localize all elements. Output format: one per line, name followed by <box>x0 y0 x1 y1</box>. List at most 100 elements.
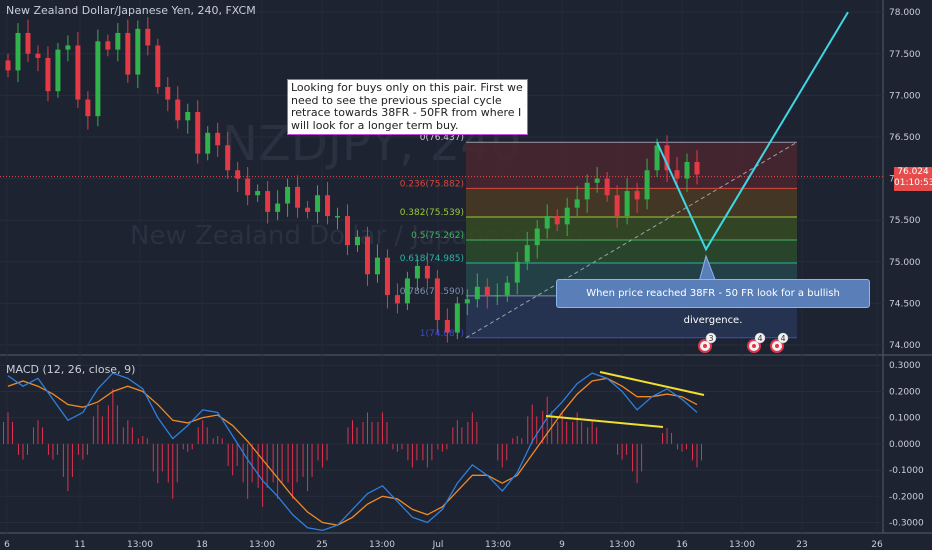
time-tick-label: 23 <box>796 540 807 550</box>
macd-tick-label: 0.3000 <box>889 361 921 371</box>
candle-body <box>165 87 171 100</box>
candle-body <box>255 191 261 196</box>
candle-body <box>374 257 380 275</box>
candle-body <box>65 45 71 50</box>
candle-body <box>305 207 311 212</box>
event-marker-dot <box>752 344 756 348</box>
candle-body <box>85 99 91 117</box>
fib-level-label: 1(74.087) <box>420 329 464 339</box>
candle-body <box>434 278 440 321</box>
time-tick-label: 18 <box>196 540 208 550</box>
macd-tick-label: -0.1000 <box>889 466 924 476</box>
candle-body <box>504 282 510 296</box>
time-tick-label: 13:00 <box>369 540 395 550</box>
fib-level-label: 0.618(74.985) <box>400 254 464 264</box>
time-tick-label: 11 <box>74 540 85 550</box>
candle-body <box>195 112 201 154</box>
candle-body <box>364 236 370 275</box>
candle-body <box>35 53 41 58</box>
candle-body <box>145 28 151 46</box>
candle-body <box>245 178 251 196</box>
candle-body <box>175 99 181 121</box>
candle-body <box>664 145 670 171</box>
event-marker-badge <box>777 332 789 344</box>
candle-body <box>554 216 560 225</box>
price-tick-label: 77.000 <box>889 91 921 101</box>
candle-body <box>544 216 550 229</box>
time-tick-label: 13:00 <box>249 540 275 550</box>
macd-tick-label: 0.0000 <box>889 440 921 450</box>
candle-body <box>225 145 231 171</box>
bearish-divergence-line <box>599 371 705 396</box>
candle-body <box>564 207 570 225</box>
candle-body <box>524 245 530 262</box>
candle-body <box>394 295 400 304</box>
candle-body <box>215 132 221 146</box>
candle-body <box>55 49 61 92</box>
time-tick-label: 6 <box>4 540 10 550</box>
event-marker-count: 3 <box>708 334 713 343</box>
projection-path <box>656 11 849 252</box>
candle-body <box>594 178 600 183</box>
time-tick-label: 16 <box>676 540 688 550</box>
time-tick-label: 13:00 <box>485 540 511 550</box>
candle-body <box>604 178 610 196</box>
time-tick-label: 13:00 <box>127 540 153 550</box>
macd-signal-line <box>7 377 698 526</box>
fib-level-label: 0(76.437) <box>420 133 464 143</box>
price-tick-label: 74.000 <box>889 341 921 351</box>
candle-body <box>45 57 51 92</box>
candle-body <box>424 265 430 279</box>
fib-zone <box>466 142 797 189</box>
candle-body <box>235 170 241 179</box>
candle-body <box>354 236 360 246</box>
macd-tick-label: -0.2000 <box>889 492 924 502</box>
macd-line <box>7 372 698 532</box>
price-tick-label: 77.500 <box>889 50 921 60</box>
candle-body <box>295 186 301 208</box>
divergence-callout[interactable]: When price reached 38FR - 50 FR look for… <box>556 279 870 326</box>
candle-body <box>384 257 390 296</box>
candle-body <box>534 228 540 246</box>
fib-zone <box>466 239 797 264</box>
divergence-line <box>545 415 664 428</box>
current-price-label: 76.024 <box>897 167 929 177</box>
candle-body <box>105 41 111 50</box>
candle-body <box>155 45 161 88</box>
event-marker-count: 4 <box>757 334 762 343</box>
event-marker-dot <box>703 344 707 348</box>
price-tick-label: 75.000 <box>889 258 921 268</box>
time-tick-label: 13:00 <box>729 540 755 550</box>
candle-body <box>494 295 500 297</box>
trade-note[interactable]: Looking for buys only on this pair. Firs… <box>287 79 528 135</box>
candle-body <box>95 41 101 117</box>
macd-title: MACD (12, 26, close, 9) <box>6 363 136 376</box>
fib-zone <box>466 216 797 240</box>
chart-title: New Zealand Dollar/Japanese Yen, 240, FX… <box>6 4 256 17</box>
candle-body <box>325 195 331 217</box>
candle-body <box>514 261 520 283</box>
candle-body <box>624 191 630 217</box>
candle-body <box>644 170 650 200</box>
candle-body <box>135 28 141 75</box>
event-marker-badge <box>754 332 766 344</box>
candle-body <box>25 32 31 54</box>
macd-tick-label: 0.1000 <box>889 414 921 424</box>
candle-body <box>414 265 420 279</box>
event-marker-count: 4 <box>780 334 785 343</box>
candle-body <box>315 195 321 212</box>
candle-body <box>335 216 341 218</box>
candle-body <box>674 170 680 179</box>
candle-body <box>474 286 480 300</box>
candle-body <box>275 203 281 212</box>
event-marker-dot <box>775 344 779 348</box>
candle-body <box>5 60 11 71</box>
candle-body <box>265 191 271 212</box>
fib-zone <box>466 188 797 217</box>
candle-body <box>15 32 21 71</box>
candle-body <box>75 45 81 100</box>
candle-body <box>125 32 131 75</box>
candle-body <box>464 299 470 304</box>
candle-body <box>404 278 410 304</box>
